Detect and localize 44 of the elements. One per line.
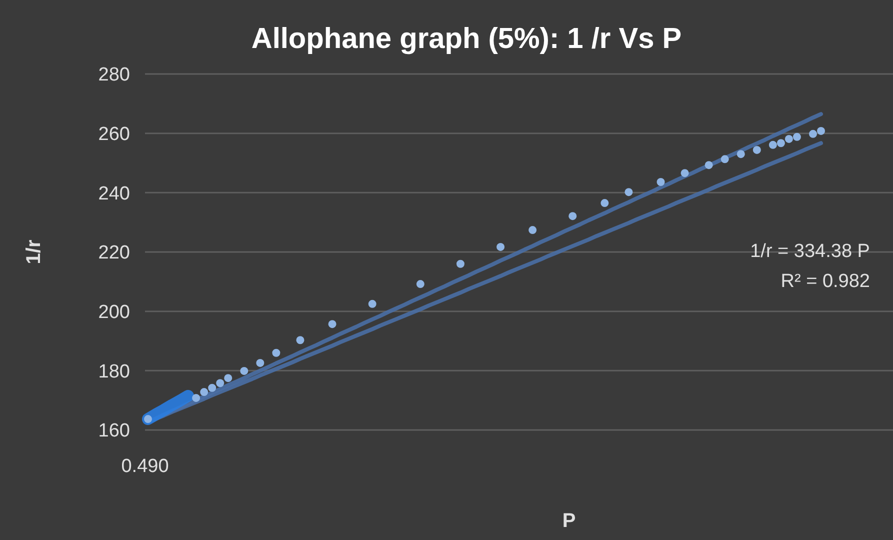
point — [784, 134, 793, 143]
chart-title: Allophane graph (5%): 1 /r Vs P — [251, 23, 682, 55]
point — [528, 226, 537, 234]
x-axis-title: P — [562, 510, 576, 532]
point — [296, 336, 304, 344]
point — [680, 169, 689, 178]
point — [720, 155, 729, 164]
point — [768, 140, 777, 149]
point — [416, 280, 424, 288]
point — [328, 320, 336, 328]
point — [456, 260, 464, 268]
point — [600, 199, 609, 208]
y-tick-label: 240 — [98, 183, 130, 204]
point — [272, 348, 280, 357]
point — [256, 358, 264, 367]
y-tick-label: 180 — [98, 361, 130, 382]
point — [224, 374, 232, 382]
point — [216, 379, 224, 388]
text: 0.490 — [121, 456, 169, 477]
point — [656, 178, 665, 186]
point — [200, 388, 208, 396]
point — [624, 188, 633, 196]
point — [496, 242, 505, 251]
annotation: R² = 0.982 — [780, 271, 870, 292]
point — [808, 130, 817, 138]
y-tick-label: 160 — [98, 420, 130, 442]
y-tick-label: 200 — [98, 302, 130, 323]
point — [736, 150, 745, 158]
point — [704, 161, 713, 170]
point — [144, 415, 152, 424]
point — [208, 384, 216, 392]
point — [568, 212, 577, 220]
annotation: 1/r = 334.38 P — [750, 241, 870, 262]
point — [192, 394, 200, 402]
point — [817, 126, 825, 135]
y-tick-label: 280 — [98, 64, 130, 86]
point — [752, 146, 761, 154]
y-tick-label: 260 — [98, 124, 130, 145]
point — [776, 139, 785, 148]
point — [240, 366, 248, 375]
y-tick-label: 220 — [98, 242, 130, 264]
point — [792, 132, 801, 141]
y-axis-title: 1/r — [23, 240, 45, 264]
point — [368, 300, 376, 308]
